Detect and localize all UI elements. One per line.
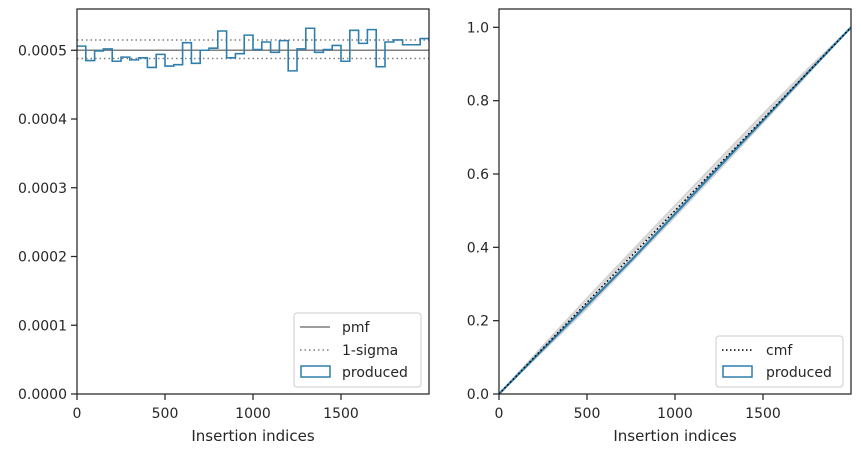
right-panel: 0 500 1000 1500 0.0 0.2 0.4 0.6 0.8 1.0 Insertio… — [467, 8, 852, 445]
right-x-tick-label: 0 — [495, 406, 504, 422]
right-y-tick-label: 0.6 — [467, 167, 489, 183]
right-plot-area — [498, 26, 852, 395]
right-y-ticks: 0.0 0.2 0.4 0.6 0.8 1.0 — [467, 20, 499, 403]
left-plot-area — [77, 27, 429, 72]
cmf-line — [498, 26, 852, 395]
left-y-tick-label: 0.0001 — [18, 318, 67, 334]
right-legend-box — [715, 335, 844, 388]
left-y-tick-label: 0.0003 — [18, 181, 67, 197]
right-x-tick-label: 1000 — [657, 406, 693, 422]
legend-pmf-label: pmf — [342, 320, 371, 336]
spaghetti-line — [498, 26, 852, 395]
legend-produced-swatch — [300, 365, 331, 378]
right-y-tick-label: 0.0 — [467, 387, 489, 403]
right-y-tick-label: 0.2 — [467, 314, 489, 330]
right-legend: cmf produced — [715, 335, 844, 388]
legend-produced-label-right: produced — [766, 365, 832, 381]
legend-cmf-label: cmf — [766, 343, 793, 359]
left-y-tick-label: 0.0002 — [18, 250, 67, 266]
produced-cumulative-line — [498, 26, 852, 395]
left-x-axis-label: Insertion indices — [191, 427, 314, 445]
left-x-ticks: 0 500 1000 1500 — [73, 394, 359, 422]
legend-sigma-label: 1-sigma — [342, 343, 398, 359]
left-y-tick-label: 0.0000 — [18, 387, 67, 403]
left-x-tick-label: 500 — [152, 406, 179, 422]
left-legend: pmf 1-sigma produced — [293, 312, 422, 388]
right-x-axis-label: Insertion indices — [613, 427, 736, 445]
right-x-tick-label: 500 — [574, 406, 601, 422]
spaghetti-line — [498, 26, 852, 395]
left-y-ticks: 0.0000 0.0001 0.0002 0.0003 0.0004 0.0005 — [18, 43, 77, 403]
spaghetti-line — [498, 26, 852, 395]
right-y-tick-label: 1.0 — [467, 20, 489, 36]
right-y-tick-label: 0.8 — [467, 94, 489, 110]
left-panel: 0 500 1000 1500 0.00000.00010.00020.00030.0… — [18, 8, 430, 445]
legend-produced-label: produced — [342, 365, 408, 381]
right-x-tick-label: 1500 — [745, 406, 781, 422]
left-x-tick-label: 1000 — [235, 406, 271, 422]
right-y-tick-label: 0.4 — [467, 240, 489, 256]
right-x-ticks: 0 500 1000 1500 — [495, 394, 781, 422]
left-legend-box — [293, 312, 422, 388]
legend-produced-swatch-right — [722, 365, 753, 378]
left-y-tick-label: 0.0005 — [18, 43, 67, 59]
left-x-tick-label: 1500 — [323, 406, 359, 422]
left-x-tick-label: 0 — [73, 406, 82, 422]
produced-histogram — [77, 27, 429, 72]
left-y-tick-label: 0.0004 — [18, 112, 67, 128]
